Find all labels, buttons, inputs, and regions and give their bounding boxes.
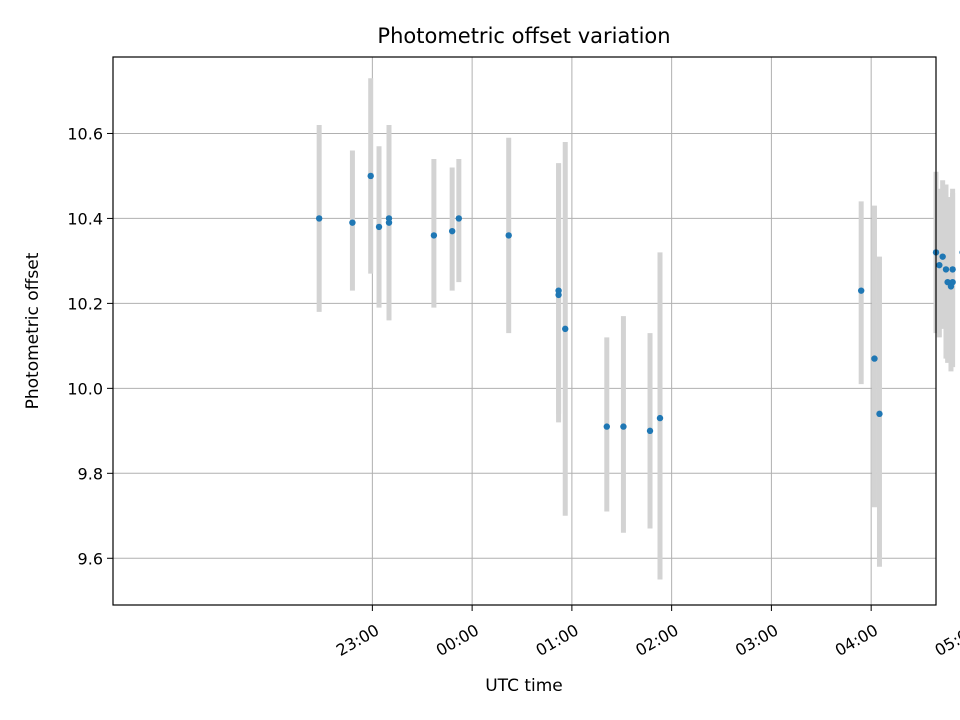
- x-tick-label: 23:00: [333, 620, 382, 660]
- data-point: [949, 266, 956, 273]
- x-axis-label: UTC time: [485, 676, 563, 696]
- data-point: [315, 215, 323, 222]
- x-tick-label: 00:00: [433, 620, 482, 660]
- x-tick-label: 01:00: [532, 620, 581, 660]
- data-point: [876, 410, 883, 418]
- y-tick-label: 9.8: [78, 464, 103, 483]
- data-point: [871, 355, 878, 362]
- x-tick-label: 02:00: [632, 620, 681, 660]
- data-point: [620, 423, 627, 430]
- y-tick-label: 10.6: [67, 124, 103, 143]
- data-point: [505, 232, 512, 239]
- x-tick-label: 05:00: [931, 620, 960, 660]
- data-point: [375, 223, 383, 231]
- y-tick-label: 10.0: [67, 379, 103, 398]
- chart-title: Photometric offset variation: [377, 24, 670, 48]
- y-axis-ticks: 9.6 9.8 10.0 10.2 10.4 10.6: [67, 124, 113, 568]
- data-point: [455, 215, 463, 222]
- data-point: [646, 427, 654, 435]
- grid-lines: [113, 57, 936, 605]
- y-axis-label: Photometric offset: [23, 252, 43, 409]
- error-bars: [316, 78, 956, 580]
- data-point: [942, 266, 950, 273]
- data-point: [448, 227, 456, 235]
- data-point: [385, 215, 393, 222]
- x-tick-label: 03:00: [732, 620, 781, 660]
- data-point: [936, 261, 943, 269]
- data-point: [562, 325, 569, 333]
- data-point: [349, 219, 356, 226]
- data-point: [939, 253, 946, 260]
- y-tick-label: 10.2: [67, 294, 103, 313]
- data-point: [367, 172, 374, 180]
- data-point: [857, 287, 865, 294]
- data-point: [949, 278, 956, 286]
- plot-frame: [112, 56, 937, 606]
- x-tick-label: 04:00: [832, 620, 881, 660]
- data-point: [603, 423, 610, 430]
- data-point: [430, 232, 438, 239]
- y-tick-label: 9.6: [78, 549, 103, 568]
- data-point: [555, 287, 562, 294]
- data-points: [315, 172, 960, 435]
- y-tick-label: 10.4: [67, 209, 103, 228]
- data-point: [656, 414, 664, 422]
